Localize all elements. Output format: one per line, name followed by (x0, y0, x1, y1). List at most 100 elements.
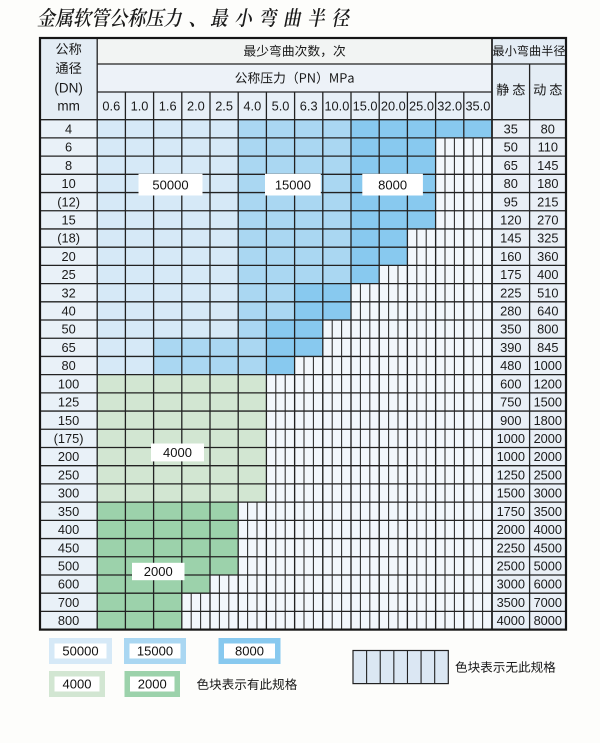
svg-text:15000: 15000 (275, 177, 311, 192)
svg-text:160: 160 (500, 249, 521, 264)
svg-text:390: 390 (500, 340, 521, 355)
svg-text:1250: 1250 (497, 467, 525, 482)
svg-text:800: 800 (58, 613, 79, 628)
svg-text:3000: 3000 (497, 577, 525, 592)
svg-text:100: 100 (58, 376, 79, 391)
svg-text:600: 600 (58, 577, 79, 592)
svg-text:6000: 6000 (534, 577, 562, 592)
svg-text:2500: 2500 (497, 558, 525, 573)
svg-text:7000: 7000 (534, 595, 562, 610)
svg-text:845: 845 (537, 340, 558, 355)
svg-text:8: 8 (65, 158, 72, 173)
svg-text:3500: 3500 (534, 504, 562, 519)
svg-text:95: 95 (504, 194, 518, 209)
svg-text:145: 145 (500, 231, 521, 246)
svg-text:25: 25 (61, 267, 75, 282)
svg-text:900: 900 (500, 413, 521, 428)
svg-text:400: 400 (58, 522, 79, 537)
svg-text:300: 300 (58, 486, 79, 501)
svg-text:400: 400 (537, 267, 558, 282)
svg-text:4000: 4000 (163, 445, 192, 460)
svg-text:480: 480 (500, 358, 521, 373)
svg-text:750: 750 (500, 395, 521, 410)
svg-text:8000: 8000 (235, 644, 264, 659)
svg-text:4.0: 4.0 (243, 98, 261, 113)
svg-text:800: 800 (537, 322, 558, 337)
svg-text:125: 125 (58, 395, 79, 410)
svg-text:510: 510 (537, 285, 558, 300)
svg-text:450: 450 (58, 540, 79, 555)
svg-text:1800: 1800 (534, 413, 562, 428)
svg-text:(18): (18) (57, 231, 80, 246)
svg-text:10: 10 (61, 176, 75, 191)
svg-text:(175): (175) (54, 431, 84, 446)
svg-text:3000: 3000 (534, 486, 562, 501)
svg-text:2000: 2000 (534, 449, 562, 464)
svg-text:325: 325 (537, 231, 558, 246)
svg-text:350: 350 (58, 504, 79, 519)
svg-text:15.0: 15.0 (353, 98, 378, 113)
svg-text:3500: 3500 (497, 595, 525, 610)
svg-text:2000: 2000 (138, 677, 167, 692)
svg-text:2.0: 2.0 (187, 98, 205, 113)
svg-text:215: 215 (537, 194, 558, 209)
svg-text:mm: mm (57, 98, 80, 113)
svg-text:4500: 4500 (534, 540, 562, 555)
svg-text:110: 110 (538, 140, 558, 155)
svg-text:145: 145 (537, 158, 558, 173)
svg-text:20: 20 (61, 249, 75, 264)
svg-text:1000: 1000 (534, 358, 562, 373)
svg-text:(DN): (DN) (54, 80, 83, 95)
svg-text:10.0: 10.0 (324, 98, 349, 113)
svg-text:270: 270 (537, 212, 558, 227)
svg-text:120: 120 (500, 212, 521, 227)
svg-text:500: 500 (58, 558, 79, 573)
svg-text:1500: 1500 (497, 486, 525, 501)
svg-text:2500: 2500 (534, 467, 562, 482)
svg-text:8000: 8000 (378, 177, 407, 192)
svg-text:50000: 50000 (62, 644, 98, 659)
svg-text:250: 250 (58, 467, 79, 482)
svg-text:200: 200 (58, 449, 79, 464)
svg-text:600: 600 (500, 376, 521, 391)
svg-text:6.3: 6.3 (300, 98, 318, 113)
svg-text:360: 360 (537, 249, 558, 264)
svg-text:80: 80 (504, 176, 518, 191)
svg-text:35.0: 35.0 (465, 98, 490, 113)
svg-text:4000: 4000 (63, 677, 92, 692)
svg-text:80: 80 (541, 121, 555, 136)
svg-text:150: 150 (58, 413, 79, 428)
svg-text:50000: 50000 (152, 177, 188, 192)
svg-text:(12): (12) (57, 194, 80, 209)
svg-text:2250: 2250 (497, 540, 525, 555)
svg-text:32.0: 32.0 (437, 98, 462, 113)
svg-text:35: 35 (504, 121, 518, 136)
svg-text:20.0: 20.0 (381, 98, 406, 113)
svg-text:2000: 2000 (144, 564, 173, 579)
svg-text:15000: 15000 (137, 644, 173, 659)
svg-text:65: 65 (504, 158, 518, 173)
svg-text:350: 350 (500, 322, 521, 337)
svg-text:1.0: 1.0 (131, 98, 149, 113)
svg-text:6: 6 (65, 140, 72, 155)
svg-text:50: 50 (504, 140, 518, 155)
svg-text:225: 225 (500, 285, 521, 300)
svg-text:640: 640 (537, 304, 558, 319)
svg-text:2000: 2000 (534, 431, 562, 446)
svg-text:40: 40 (61, 304, 75, 319)
svg-text:80: 80 (61, 358, 75, 373)
svg-text:8000: 8000 (534, 613, 562, 628)
svg-text:65: 65 (61, 340, 75, 355)
svg-text:4: 4 (65, 121, 72, 136)
svg-text:0.6: 0.6 (102, 98, 120, 113)
svg-text:5000: 5000 (534, 558, 562, 573)
svg-text:1000: 1000 (497, 431, 525, 446)
svg-text:5.0: 5.0 (272, 98, 290, 113)
svg-text:2.5: 2.5 (215, 98, 233, 113)
svg-text:1200: 1200 (534, 376, 562, 391)
svg-text:175: 175 (500, 267, 521, 282)
svg-text:1750: 1750 (497, 504, 525, 519)
svg-text:180: 180 (537, 176, 558, 191)
svg-text:15: 15 (61, 212, 75, 227)
svg-text:4000: 4000 (497, 613, 525, 628)
